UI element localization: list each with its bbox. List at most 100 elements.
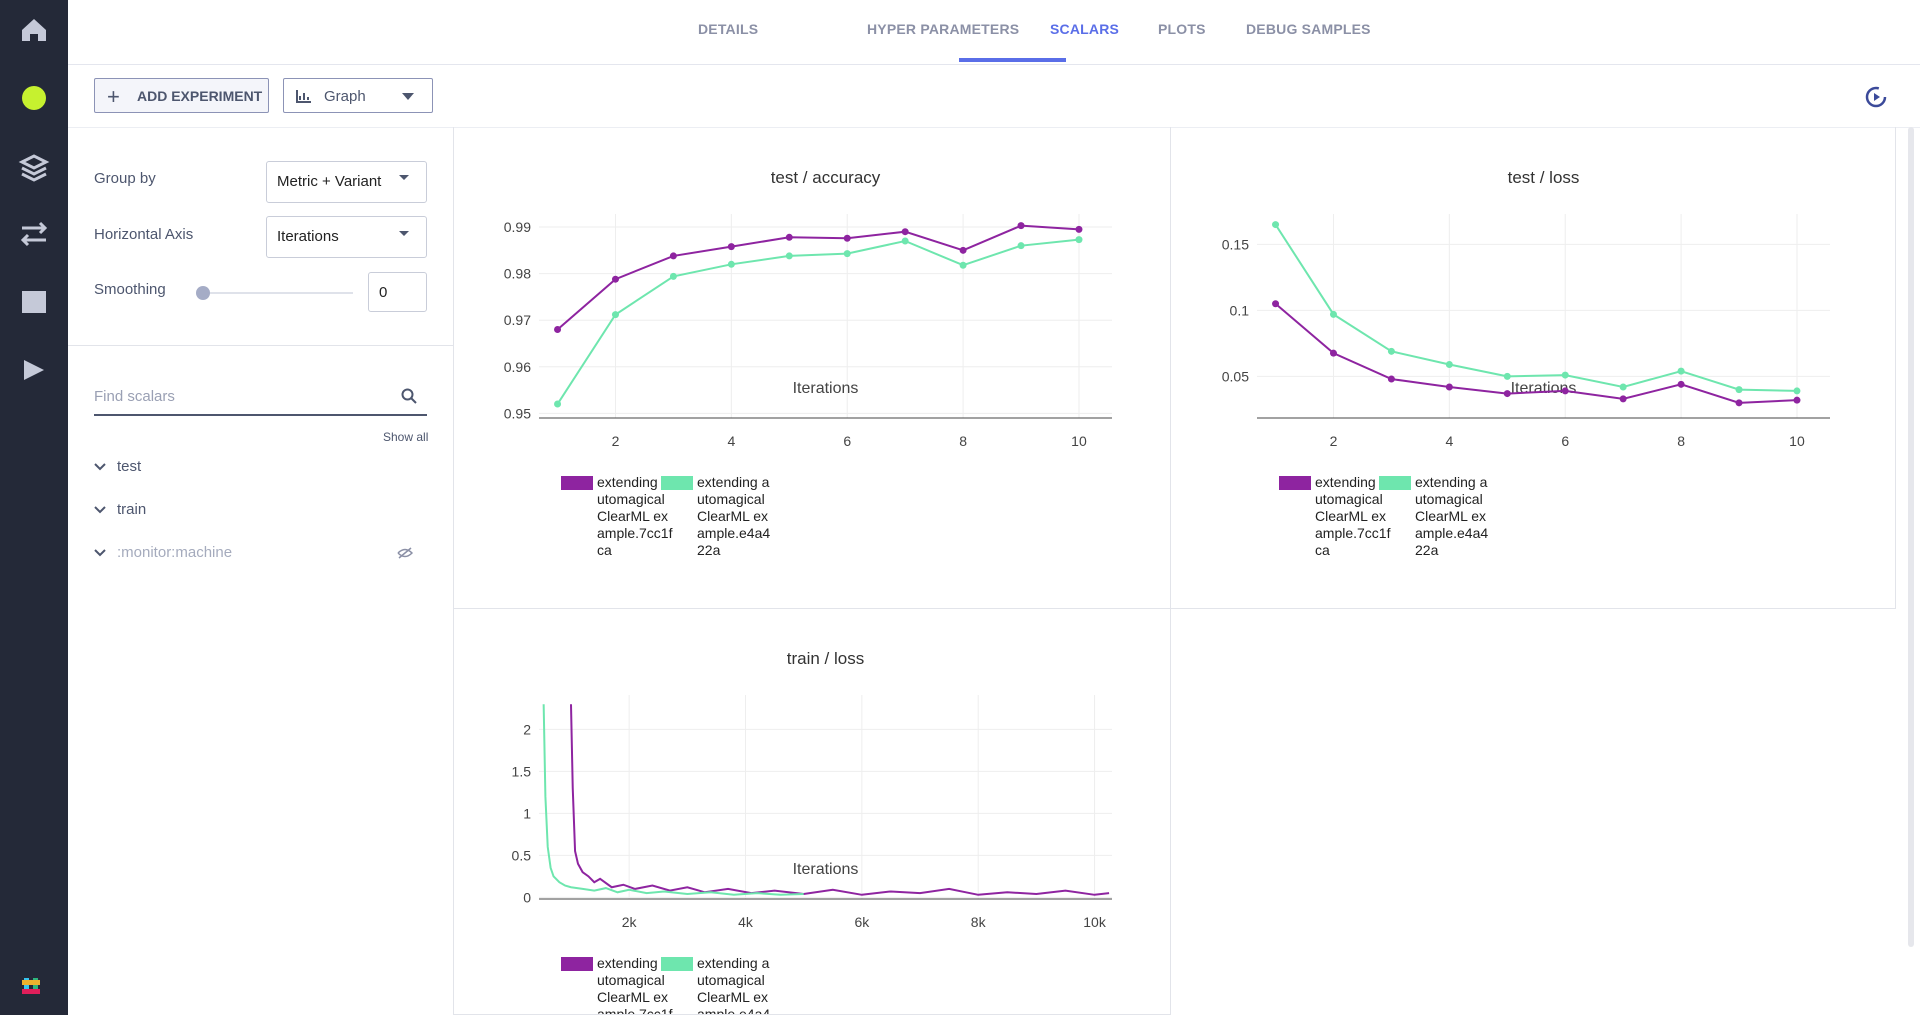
legend-label[interactable]: extending automagical ClearML example.e4… bbox=[697, 955, 771, 1015]
tree-item[interactable]: test bbox=[94, 458, 427, 478]
slider-track bbox=[203, 292, 353, 294]
hidden-icon[interactable] bbox=[397, 547, 413, 559]
x-tick-label: 4k bbox=[738, 914, 754, 930]
tree-label: test bbox=[117, 458, 142, 475]
x-axis-title: Iterations bbox=[793, 380, 859, 397]
axis-select[interactable]: Iterations bbox=[266, 216, 427, 258]
show-all-link[interactable]: Show all bbox=[383, 430, 429, 444]
x-tick-label: 8 bbox=[959, 433, 967, 449]
tree-item[interactable]: :monitor:machine bbox=[94, 544, 427, 564]
data-point bbox=[1445, 383, 1453, 391]
data-point bbox=[1793, 396, 1801, 404]
divider bbox=[68, 345, 453, 346]
legend-label[interactable]: extending automagical ClearML example.e4… bbox=[1415, 474, 1489, 558]
legend-label[interactable]: extending automagical ClearML example.7c… bbox=[597, 474, 673, 558]
y-tick-label: 0.99 bbox=[504, 219, 531, 235]
select-value: Iterations bbox=[277, 228, 339, 245]
legend-swatch[interactable] bbox=[1379, 476, 1411, 490]
y-tick-label: 1.5 bbox=[512, 763, 532, 779]
data-point bbox=[1561, 387, 1569, 395]
expand-caret bbox=[94, 549, 106, 557]
divider bbox=[68, 127, 1920, 128]
y-tick-label: 0.05 bbox=[1222, 368, 1249, 384]
setting-label: Smoothing bbox=[94, 281, 166, 298]
data-point bbox=[611, 311, 619, 319]
chart-panel: test / loss 2 4 6 8 10 0.05 0.1 0.15 Iterations ex… bbox=[1171, 127, 1896, 609]
data-point bbox=[901, 237, 909, 245]
search-underline bbox=[94, 414, 427, 416]
x-tick-label: 10k bbox=[1083, 914, 1107, 930]
legend-label[interactable]: extending automagical ClearML example.7c… bbox=[1315, 474, 1391, 558]
series-line bbox=[1274, 224, 1797, 392]
datasets-icon[interactable] bbox=[22, 291, 46, 313]
tab[interactable]: HYPER PARAMETERS bbox=[867, 21, 1020, 37]
slack-icon[interactable] bbox=[22, 989, 40, 994]
data-point bbox=[1017, 222, 1025, 230]
y-tick-label: 1 bbox=[523, 805, 531, 821]
tab-bar: DETAILS HYPER PARAMETERS SCALARS PLOTS DEBUG… bbox=[68, 0, 1920, 65]
series-line bbox=[1274, 303, 1798, 404]
view-select[interactable]: Graph bbox=[283, 78, 433, 113]
tree-item[interactable]: train bbox=[94, 501, 427, 521]
chart-icon bbox=[296, 90, 311, 103]
tab[interactable]: DETAILS bbox=[698, 21, 759, 37]
x-tick-label: 10 bbox=[1071, 433, 1087, 449]
tab[interactable]: SCALARS bbox=[1050, 21, 1120, 37]
y-tick-label: 0.5 bbox=[512, 847, 532, 863]
legend-label[interactable]: extending automagical ClearML example.e4… bbox=[697, 474, 771, 558]
group-by-select[interactable]: Metric + Variant bbox=[266, 161, 427, 203]
series-line bbox=[556, 224, 1080, 331]
pipelines-icon[interactable] bbox=[20, 221, 48, 247]
deploy-icon[interactable] bbox=[24, 360, 44, 380]
data-point bbox=[959, 246, 967, 254]
legend-swatch[interactable] bbox=[561, 476, 593, 490]
divider bbox=[453, 127, 454, 1015]
x-tick-label: 8k bbox=[971, 914, 987, 930]
data-point bbox=[1735, 386, 1743, 394]
x-tick-label: 6 bbox=[1561, 433, 1569, 449]
x-tick-label: 6 bbox=[843, 433, 851, 449]
caret-path bbox=[94, 549, 106, 557]
y-tick-label: 0.97 bbox=[504, 312, 531, 328]
y-tick-label: 0 bbox=[523, 889, 531, 905]
legend-swatch[interactable] bbox=[661, 957, 693, 971]
data-point bbox=[1677, 380, 1685, 388]
search-icon[interactable] bbox=[401, 388, 417, 404]
chart-title: test / accuracy bbox=[771, 168, 881, 187]
models-icon[interactable] bbox=[18, 154, 50, 182]
experiments-icon[interactable] bbox=[22, 86, 46, 110]
x-tick-label: 4 bbox=[1445, 433, 1453, 449]
data-point bbox=[554, 326, 562, 334]
legend-label[interactable]: extending automagical ClearML example.7c… bbox=[597, 955, 673, 1015]
data-point bbox=[554, 400, 562, 408]
legend-swatch[interactable] bbox=[661, 476, 693, 490]
x-tick-label: 4 bbox=[727, 433, 735, 449]
tab[interactable]: DEBUG SAMPLES bbox=[1246, 21, 1371, 37]
x-axis-title: Iterations bbox=[793, 861, 859, 878]
chart-panel: test / accuracy 2 4 6 8 10 0.95 0.96 0.97 0.98 0.9… bbox=[453, 127, 1171, 609]
caret-path bbox=[94, 506, 106, 514]
data-point bbox=[785, 252, 793, 260]
tab[interactable]: PLOTS bbox=[1158, 21, 1206, 37]
home-icon[interactable] bbox=[22, 19, 46, 41]
smoothing-input[interactable]: 0 bbox=[368, 272, 427, 312]
chart: train / loss 2k 4k 6k 8k 10k 0 0.5 1 1.5 2 Iteratio… bbox=[512, 649, 1112, 930]
search-placeholder[interactable]: Find scalars bbox=[94, 388, 175, 405]
data-point bbox=[1735, 399, 1743, 407]
add-experiment-button[interactable]: + ADD EXPERIMENT bbox=[94, 78, 269, 113]
slack-icon[interactable] bbox=[22, 980, 40, 985]
legend-swatch[interactable] bbox=[561, 957, 593, 971]
tree-label: :monitor:machine bbox=[117, 544, 233, 561]
data-point bbox=[1075, 236, 1083, 244]
data-point bbox=[1075, 225, 1083, 233]
data-point bbox=[727, 243, 735, 251]
legend-swatch[interactable] bbox=[1279, 476, 1311, 490]
refresh-icon[interactable] bbox=[1864, 85, 1888, 109]
data-point bbox=[1387, 375, 1395, 383]
data-point bbox=[1677, 367, 1685, 375]
slider-thumb[interactable] bbox=[196, 286, 210, 300]
data-point bbox=[1272, 221, 1280, 229]
chart-title: test / loss bbox=[1508, 168, 1580, 187]
